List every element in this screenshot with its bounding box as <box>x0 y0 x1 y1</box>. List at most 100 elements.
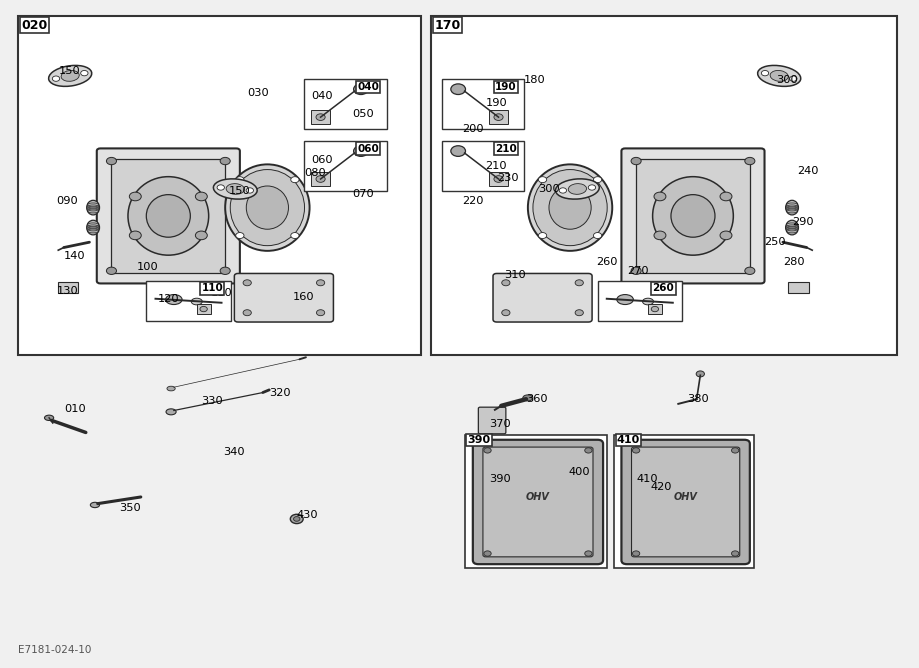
Ellipse shape <box>720 231 732 240</box>
Text: 120: 120 <box>157 295 179 305</box>
Ellipse shape <box>616 295 632 305</box>
Ellipse shape <box>522 395 532 401</box>
Ellipse shape <box>166 386 175 391</box>
Bar <box>635 159 749 273</box>
FancyBboxPatch shape <box>482 447 593 557</box>
Bar <box>430 16 896 355</box>
Text: 160: 160 <box>293 293 314 303</box>
Ellipse shape <box>559 188 566 193</box>
Ellipse shape <box>538 232 546 238</box>
Bar <box>111 159 225 273</box>
Ellipse shape <box>720 192 732 201</box>
Ellipse shape <box>243 280 251 286</box>
Ellipse shape <box>226 184 244 194</box>
Text: 300: 300 <box>538 184 559 194</box>
Ellipse shape <box>315 176 324 182</box>
Bar <box>311 172 329 186</box>
Ellipse shape <box>574 280 583 286</box>
FancyBboxPatch shape <box>96 148 240 283</box>
Ellipse shape <box>731 551 738 556</box>
Ellipse shape <box>44 415 53 420</box>
Text: 110: 110 <box>210 288 232 298</box>
Ellipse shape <box>549 186 591 229</box>
Text: 090: 090 <box>56 196 78 206</box>
Bar <box>17 16 421 355</box>
Bar <box>647 304 661 314</box>
Ellipse shape <box>696 371 704 377</box>
Ellipse shape <box>293 516 300 521</box>
Text: OHV: OHV <box>673 492 697 502</box>
Ellipse shape <box>652 176 732 255</box>
Text: 010: 010 <box>63 403 85 413</box>
Ellipse shape <box>630 267 641 275</box>
Ellipse shape <box>353 84 368 94</box>
Text: 040: 040 <box>311 91 333 101</box>
Ellipse shape <box>483 551 491 556</box>
Ellipse shape <box>225 164 309 251</box>
Ellipse shape <box>213 179 257 199</box>
Ellipse shape <box>290 176 299 182</box>
Ellipse shape <box>235 232 244 238</box>
Text: 260: 260 <box>596 257 617 267</box>
Ellipse shape <box>220 158 230 165</box>
Ellipse shape <box>220 267 230 275</box>
Ellipse shape <box>107 158 117 165</box>
Text: 280: 280 <box>782 257 803 267</box>
Ellipse shape <box>501 280 509 286</box>
Bar <box>489 172 507 186</box>
FancyBboxPatch shape <box>234 273 333 322</box>
Ellipse shape <box>195 192 207 201</box>
FancyBboxPatch shape <box>478 407 505 434</box>
Ellipse shape <box>316 310 324 316</box>
Text: 390: 390 <box>467 435 490 445</box>
Text: 100: 100 <box>137 263 159 273</box>
Ellipse shape <box>217 185 224 190</box>
Ellipse shape <box>785 200 798 215</box>
Text: 080: 080 <box>304 168 325 178</box>
Ellipse shape <box>501 310 509 316</box>
Ellipse shape <box>195 231 207 240</box>
Ellipse shape <box>757 65 800 86</box>
Ellipse shape <box>165 295 182 305</box>
Ellipse shape <box>450 146 465 156</box>
Text: 330: 330 <box>201 395 222 405</box>
Text: 340: 340 <box>223 448 244 458</box>
Text: 430: 430 <box>297 510 318 520</box>
Ellipse shape <box>483 448 491 453</box>
Ellipse shape <box>315 114 324 120</box>
Ellipse shape <box>532 170 607 246</box>
Text: 130: 130 <box>56 286 78 296</box>
Text: E7181-024-10: E7181-024-10 <box>17 645 91 655</box>
Ellipse shape <box>81 71 88 75</box>
Text: 230: 230 <box>496 172 517 182</box>
Ellipse shape <box>243 310 251 316</box>
Ellipse shape <box>316 280 324 286</box>
Text: 190: 190 <box>494 82 516 92</box>
Text: 210: 210 <box>485 162 506 172</box>
Text: 200: 200 <box>461 124 482 134</box>
Ellipse shape <box>593 176 601 182</box>
Text: 380: 380 <box>686 394 709 404</box>
Ellipse shape <box>769 70 788 81</box>
Text: 250: 250 <box>764 237 786 247</box>
Bar <box>58 282 78 293</box>
Ellipse shape <box>130 192 142 201</box>
Text: 050: 050 <box>351 110 373 120</box>
Ellipse shape <box>744 267 754 275</box>
Ellipse shape <box>353 146 368 156</box>
Ellipse shape <box>538 176 546 182</box>
FancyBboxPatch shape <box>493 273 592 322</box>
Ellipse shape <box>90 502 99 508</box>
Text: 220: 220 <box>461 196 482 206</box>
Text: 400: 400 <box>568 468 589 478</box>
Text: 060: 060 <box>311 155 333 165</box>
Text: 060: 060 <box>357 144 379 154</box>
Ellipse shape <box>584 448 592 453</box>
Text: 420: 420 <box>650 482 672 492</box>
Text: 320: 320 <box>269 387 290 397</box>
Text: OHV: OHV <box>526 492 550 502</box>
Text: 390: 390 <box>489 474 511 484</box>
Ellipse shape <box>230 170 304 246</box>
Ellipse shape <box>574 310 583 316</box>
Ellipse shape <box>744 158 754 165</box>
